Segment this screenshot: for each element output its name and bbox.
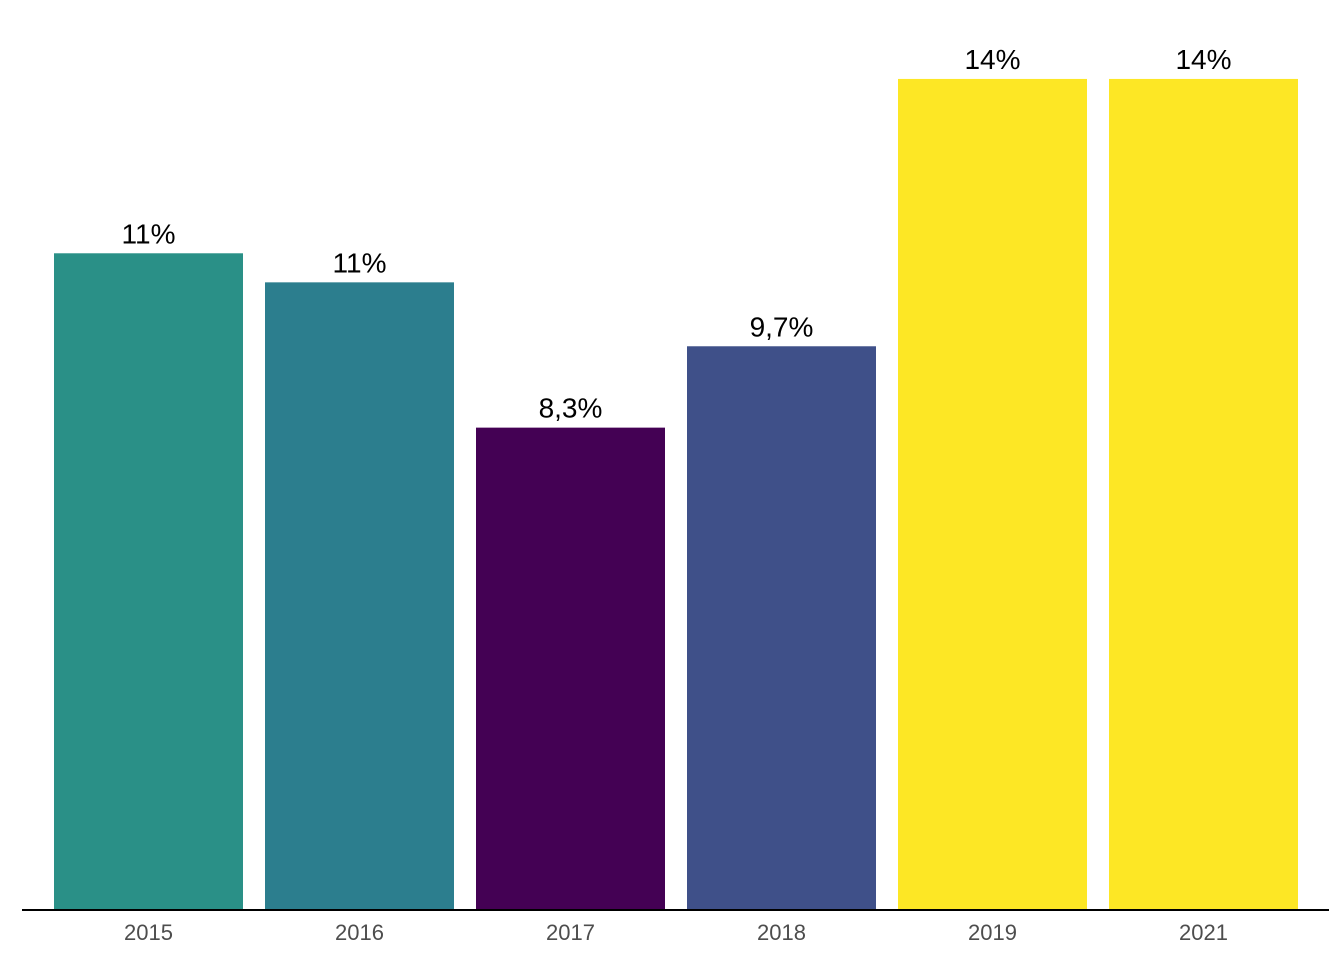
x-tick-labels-group: 2015 2016 2017 2018 2019 2021 [124,920,1228,945]
value-label-2015: 11% [122,218,176,249]
x-tick-label-2019: 2019 [968,920,1017,945]
x-tick-label-2017: 2017 [546,920,595,945]
bar-2019 [898,78,1087,910]
bar-2021 [1109,78,1298,910]
bar-2016 [265,282,454,910]
value-label-2017: 8,3% [539,393,603,424]
x-tick-label-2015: 2015 [124,920,173,945]
bars-group [54,78,1298,911]
value-label-2021: 14% [1175,44,1231,75]
x-tick-label-2016: 2016 [335,920,384,945]
value-label-2018: 9,7% [750,311,814,342]
value-labels-group: 11% 11% 8,3% 9,7% 14% 14% [122,44,1232,424]
bar-2015 [54,253,243,911]
bar-2018 [687,346,876,910]
x-tick-label-2018: 2018 [757,920,806,945]
value-label-2016: 11% [333,247,387,278]
x-tick-label-2021: 2021 [1179,920,1228,945]
value-label-2019: 14% [964,44,1020,75]
bar-2017 [476,427,665,910]
